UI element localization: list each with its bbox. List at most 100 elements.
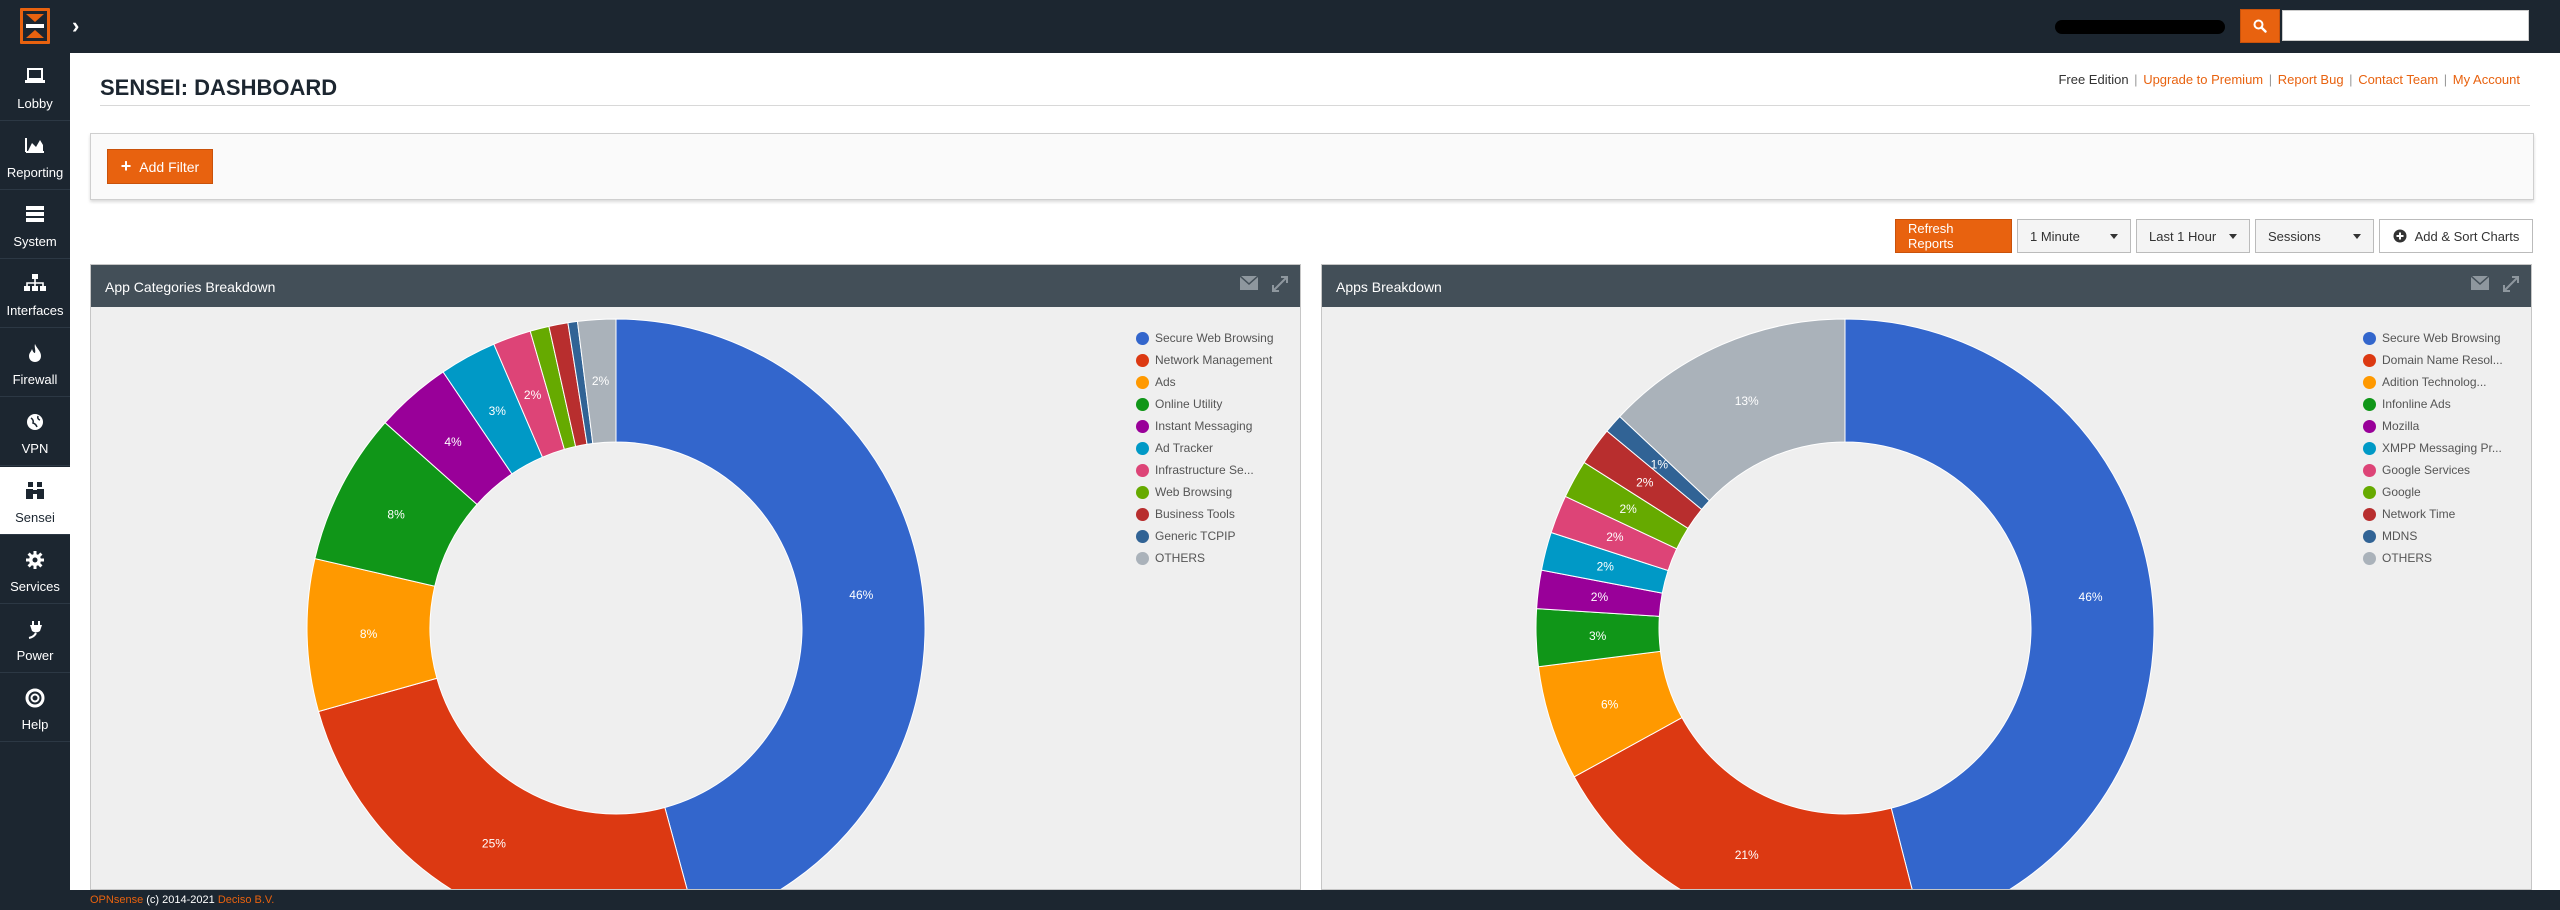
legend-item[interactable]: MDNS [2363, 525, 2503, 547]
sidebar-item-help[interactable]: Help [0, 674, 70, 742]
legend-item[interactable]: Secure Web Browsing [2363, 327, 2503, 349]
sidebar-item-sensei[interactable]: Sensei [0, 467, 70, 535]
title-divider [100, 105, 2530, 106]
legend-swatch [1136, 419, 1149, 433]
pie-slice[interactable] [1619, 318, 1846, 502]
legend-label: Generic TCPIP [1155, 529, 1236, 543]
legend-item[interactable]: Ad Tracker [1136, 437, 1274, 459]
search-button[interactable] [2240, 9, 2280, 43]
slice-label: 2% [1591, 590, 1609, 604]
legend-label: Infonline Ads [2382, 397, 2451, 411]
legend-item[interactable]: Business Tools [1136, 503, 1274, 525]
legend-swatch [1136, 551, 1149, 565]
contact-team-link[interactable]: Contact Team [2358, 72, 2439, 87]
my-account-link[interactable]: My Account [2452, 72, 2520, 87]
legend-label: Network Time [2382, 507, 2456, 521]
legend-label: Domain Name Resol... [2382, 353, 2503, 367]
legend-item[interactable]: Domain Name Resol... [2363, 349, 2503, 371]
legend-swatch [2363, 529, 2376, 543]
interval-select[interactable]: 1 Minute [2017, 219, 2131, 253]
sidebar-item-label: Help [21, 717, 49, 732]
deciso-link[interactable]: Deciso B.V. [217, 894, 275, 906]
legend-swatch [1136, 485, 1149, 499]
sidebar-item-label: Interfaces [6, 303, 64, 318]
legend-item[interactable]: Ads [1136, 371, 1274, 393]
slice-label: 8% [360, 627, 378, 641]
add-sort-charts-button[interactable]: Add & Sort Charts [2379, 219, 2533, 253]
sidebar-item-interfaces[interactable]: Interfaces [0, 260, 70, 328]
refresh-reports-button[interactable]: Refresh Reports [1895, 219, 2012, 253]
legend-swatch [1136, 507, 1149, 521]
legend-item[interactable]: OTHERS [2363, 547, 2503, 569]
expand-icon[interactable] [2503, 276, 2519, 292]
copyright-text: (c) 2014-2021 [143, 894, 218, 906]
donut-chart: 46% 21% 6% 3% 2% 2% 2% 2% 2% 1% 13% [1535, 318, 2155, 890]
pie-slice[interactable] [576, 318, 617, 445]
upgrade-link[interactable]: Upgrade to Premium [2143, 72, 2264, 87]
add-sort-charts-label: Add & Sort Charts [2414, 228, 2520, 244]
laptop-icon [0, 67, 70, 89]
pie-slice[interactable] [615, 318, 926, 890]
sidebar-item-label: VPN [21, 441, 49, 456]
legend-swatch [2363, 485, 2376, 499]
legend-item[interactable]: Online Utility [1136, 393, 1274, 415]
search-icon [2253, 19, 2267, 33]
email-icon[interactable] [2471, 276, 2489, 290]
legend-item[interactable]: Infrastructure Se... [1136, 459, 1274, 481]
legend-item[interactable]: Adition Technolog... [2363, 371, 2503, 393]
add-filter-label: Add Filter [139, 158, 200, 175]
chart-legend: Secure Web Browsing Domain Name Resol... A… [2363, 327, 2503, 569]
sidebar-toggle-icon[interactable]: › [72, 13, 80, 38]
sidebar-item-vpn[interactable]: VPN [0, 398, 70, 466]
legend-label: Web Browsing [1155, 485, 1233, 499]
sidebar-item-reporting[interactable]: Reporting [0, 122, 70, 190]
slice-label: 2% [592, 374, 610, 388]
opnsense-link[interactable]: OPNsense [90, 894, 144, 906]
legend-label: OTHERS [1155, 551, 1206, 565]
opnsense-logo[interactable] [20, 8, 50, 44]
panel-header: App Categories Breakdown [91, 265, 1300, 307]
legend-item[interactable]: Network Time [2363, 503, 2503, 525]
legend-label: Instant Messaging [1155, 419, 1253, 433]
legend-label: MDNS [2382, 529, 2418, 543]
legend-item[interactable]: Web Browsing [1136, 481, 1274, 503]
legend-item[interactable]: Generic TCPIP [1136, 525, 1274, 547]
slice-label: 2% [1606, 530, 1624, 544]
legend-swatch [1136, 441, 1149, 455]
legend-item[interactable]: Mozilla [2363, 415, 2503, 437]
sidebar-item-power[interactable]: Power [0, 605, 70, 673]
legend-item[interactable]: Google [2363, 481, 2503, 503]
legend-item[interactable]: Infonline Ads [2363, 393, 2503, 415]
legend-item[interactable]: Secure Web Browsing [1136, 327, 1274, 349]
pie-slice[interactable] [317, 677, 697, 890]
slice-label: 3% [489, 404, 507, 418]
pie-slice[interactable] [1573, 716, 1922, 890]
donut-chart: 46% 25% 8% 8% 4% 3% 2% 2% [306, 318, 926, 890]
report-toolbar: Refresh Reports 1 Minute Last 1 Hour Ses… [1895, 219, 2533, 253]
caret-down-icon [2110, 233, 2118, 239]
time-range-select[interactable]: Last 1 Hour [2136, 219, 2250, 253]
legend-item[interactable]: Google Services [2363, 459, 2503, 481]
legend-item[interactable]: XMPP Messaging Pr... [2363, 437, 2503, 459]
legend-swatch [1136, 331, 1149, 345]
slice-label: 2% [1597, 559, 1615, 573]
sidebar-item-system[interactable]: System [0, 191, 70, 259]
legend-label: Adition Technolog... [2382, 375, 2487, 389]
panel-title: Apps Breakdown [1336, 279, 1442, 295]
legend-item[interactable]: OTHERS [1136, 547, 1274, 569]
legend-item[interactable]: Instant Messaging [1136, 415, 1274, 437]
sidebar-item-services[interactable]: Services [0, 536, 70, 604]
expand-icon[interactable] [1272, 276, 1288, 292]
legend-item[interactable]: Network Management [1136, 349, 1274, 371]
add-filter-button[interactable]: + Add Filter [107, 149, 213, 184]
sidebar-item-firewall[interactable]: Firewall [0, 329, 70, 397]
email-icon[interactable] [1240, 276, 1258, 290]
report-bug-link[interactable]: Report Bug [2277, 72, 2344, 87]
search-input[interactable] [2282, 10, 2529, 41]
sidebar-item-lobby[interactable]: Lobby [0, 53, 70, 121]
panel-body: 46% 21% 6% 3% 2% 2% 2% 2% 2% 1% 13% Secure Web Bro… [1322, 307, 2531, 890]
pie-slice[interactable] [1844, 318, 2155, 890]
metric-select[interactable]: Sessions [2255, 219, 2374, 253]
slice-label: 46% [2079, 590, 2103, 604]
panel-title: App Categories Breakdown [105, 279, 276, 295]
